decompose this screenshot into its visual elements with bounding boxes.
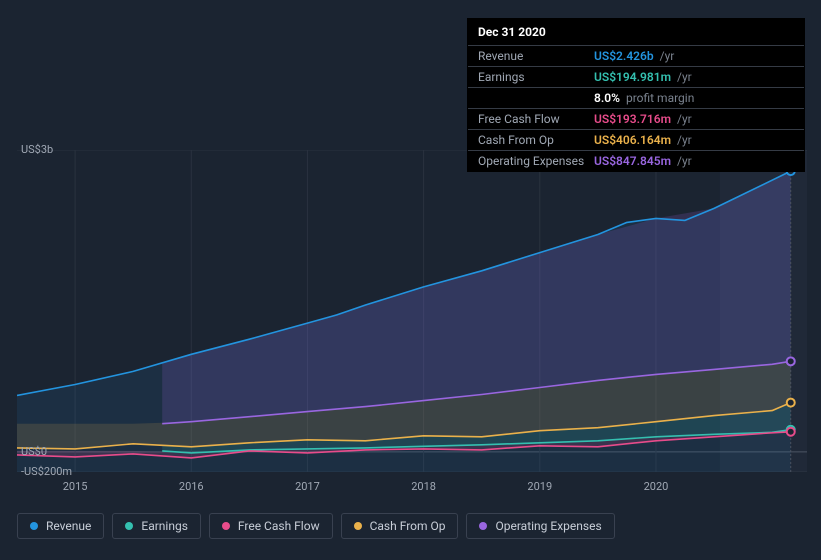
legend-label: Earnings — [141, 519, 188, 533]
tooltip-row: 8.0% profit margin — [468, 88, 804, 109]
legend-label: Free Cash Flow — [238, 519, 320, 533]
legend-label: Cash From Op — [370, 519, 446, 533]
x-axis-label: 2018 — [411, 480, 436, 493]
tooltip-label: Revenue — [478, 49, 594, 63]
tooltip-unit: /yr — [674, 154, 692, 168]
chart-legend: Revenue Earnings Free Cash Flow Cash From O… — [17, 513, 615, 539]
legend-label: Revenue — [46, 519, 91, 533]
x-axis-label: 2020 — [644, 480, 669, 493]
tooltip-unit: /yr — [674, 70, 692, 84]
x-axis-label: 2017 — [295, 480, 320, 493]
tooltip-row: Cash From OpUS$406.164m /yr — [468, 130, 804, 151]
legend-item-operating-expenses[interactable]: Operating Expenses — [466, 513, 614, 539]
tooltip-label — [478, 91, 594, 105]
tooltip-value: US$2.426b — [594, 49, 654, 63]
tooltip-value: US$194.981m — [594, 70, 671, 84]
x-axis-label: 2019 — [527, 480, 552, 493]
tooltip-row: EarningsUS$194.981m /yr — [468, 67, 804, 88]
legend-dot-icon — [354, 522, 362, 530]
chart-tooltip: Dec 31 2020 RevenueUS$2.426b /yrEarnings… — [467, 18, 805, 172]
x-axis-labels: 2015 2016 2017 2018 2019 2020 — [17, 480, 807, 496]
tooltip-unit: /yr — [674, 133, 692, 147]
legend-dot-icon — [30, 522, 38, 530]
tooltip-label: Cash From Op — [478, 133, 594, 147]
x-axis-label: 2015 — [63, 480, 88, 493]
tooltip-row: Operating ExpensesUS$847.845m /yr — [468, 151, 804, 171]
tooltip-label: Operating Expenses — [478, 154, 594, 168]
legend-item-cash-from-op[interactable]: Cash From Op — [341, 513, 459, 539]
tooltip-value: 8.0% — [594, 91, 620, 105]
legend-item-free-cash-flow[interactable]: Free Cash Flow — [209, 513, 333, 539]
tooltip-value: US$193.716m — [594, 112, 671, 126]
legend-item-earnings[interactable]: Earnings — [112, 513, 201, 539]
legend-label: Operating Expenses — [495, 519, 601, 533]
tooltip-unit: profit margin — [623, 91, 694, 105]
legend-dot-icon — [479, 522, 487, 530]
x-axis-label: 2016 — [179, 480, 204, 493]
tooltip-unit: /yr — [657, 49, 675, 63]
tooltip-row: Free Cash FlowUS$193.716m /yr — [468, 109, 804, 130]
tooltip-unit: /yr — [674, 112, 692, 126]
tooltip-row: RevenueUS$2.426b /yr — [468, 46, 804, 67]
tooltip-value: US$406.164m — [594, 133, 671, 147]
tooltip-label: Earnings — [478, 70, 594, 84]
tooltip-date: Dec 31 2020 — [468, 19, 804, 46]
legend-dot-icon — [222, 522, 230, 530]
legend-item-revenue[interactable]: Revenue — [17, 513, 104, 539]
financial-chart[interactable]: US$3bUS$0-US$200m — [17, 150, 807, 495]
legend-dot-icon — [125, 522, 133, 530]
tooltip-value: US$847.845m — [594, 154, 671, 168]
tooltip-label: Free Cash Flow — [478, 112, 594, 126]
